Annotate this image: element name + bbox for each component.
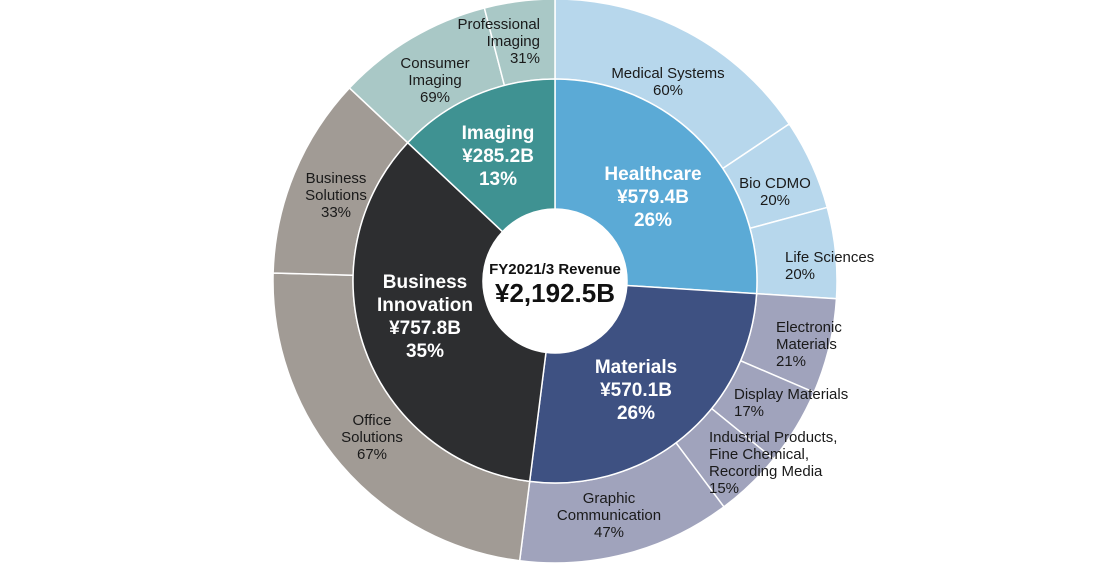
outer-label-medical-systems: Medical Systems 60% bbox=[611, 65, 724, 99]
outer-label-electronic-materials: Electronic Materials 21% bbox=[776, 319, 842, 370]
inner-labels: Healthcare ¥579.4B 26% Materials ¥570.1B 26% B… bbox=[377, 123, 702, 424]
outer-label-business-solutions: Business Solutions 33% bbox=[305, 170, 367, 221]
inner-label-materials: Materials ¥570.1B 26% bbox=[595, 357, 677, 424]
inner-label-business-innovation: Business Innovation ¥757.8B 35% bbox=[377, 272, 473, 362]
outer-label-life-sciences: Life Sciences 20% bbox=[785, 249, 874, 283]
outer-labels: Medical Systems 60% Bio CDMO 20% Life Scienc… bbox=[305, 16, 874, 541]
outer-label-office-solutions: Office Solutions 67% bbox=[341, 412, 403, 463]
outer-label-display-materials: Display Materials 17% bbox=[734, 386, 848, 420]
outer-label-graphic-communication: Graphic Communication 47% bbox=[557, 490, 661, 541]
outer-label-professional-imaging: Professional Imaging 31% bbox=[457, 16, 540, 67]
outer-label-consumer-imaging: Consumer Imaging 69% bbox=[400, 55, 469, 106]
inner-label-healthcare: Healthcare ¥579.4B 26% bbox=[604, 164, 701, 231]
center-title: FY2021/3 Revenue bbox=[489, 261, 621, 278]
inner-label-imaging: Imaging ¥285.2B 13% bbox=[462, 123, 535, 190]
inner-ring bbox=[352, 78, 758, 484]
outer-ring bbox=[272, 0, 838, 563]
center-hole bbox=[483, 209, 627, 353]
outer-label-bio-cdmo: Bio CDMO 20% bbox=[739, 175, 811, 209]
outer-label-industrial-products-fine-chemical-recording-media: Industrial Products, Fine Chemical, Record… bbox=[709, 429, 837, 497]
center-value: ¥2,192.5B bbox=[495, 278, 615, 308]
